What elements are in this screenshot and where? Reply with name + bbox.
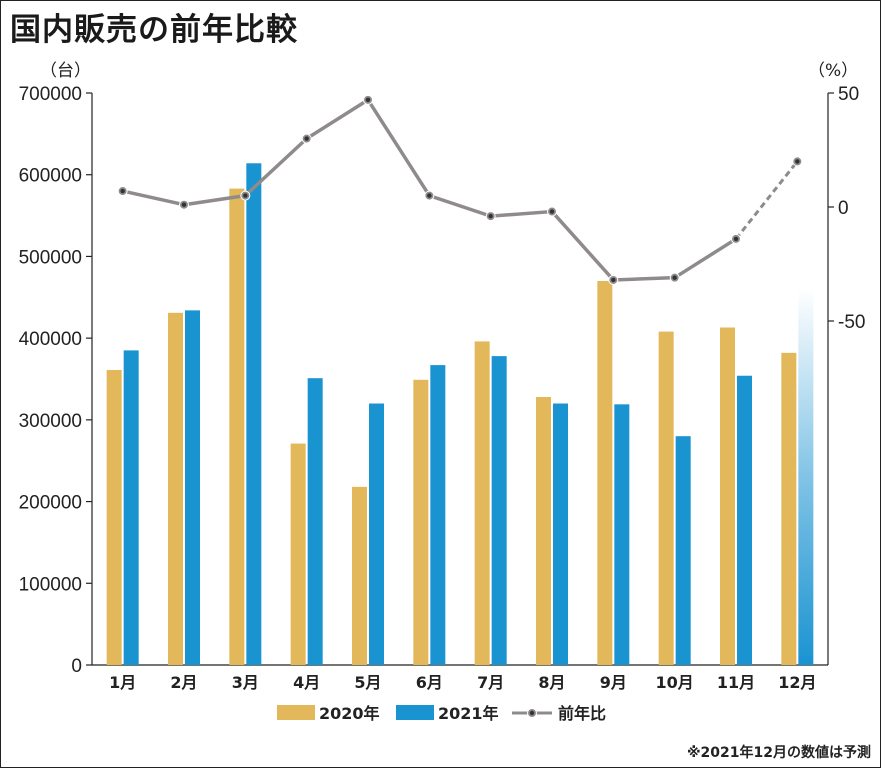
left-tick-label: 400000	[19, 329, 82, 350]
x-tick-label: 10月	[656, 673, 694, 692]
bar-2021	[430, 365, 446, 665]
bar-2021	[369, 403, 384, 665]
x-tick-label: 3月	[232, 673, 259, 692]
bar-2020	[413, 379, 429, 665]
bar-2021	[307, 378, 323, 665]
x-tick-label: 9月	[600, 673, 627, 692]
right-tick-label: 0	[838, 198, 849, 219]
x-tick-label: 7月	[477, 673, 504, 692]
x-tick-label: 4月	[293, 673, 320, 692]
bar-2021	[675, 436, 691, 665]
bar-2020	[658, 331, 674, 665]
bar-2020	[536, 396, 551, 665]
right-tick-label: -50	[838, 312, 865, 333]
ratio-line	[122, 98, 737, 282]
bar-2020	[106, 370, 122, 665]
chart-title: 国内販売の前年比較	[10, 12, 298, 48]
bar-2020	[781, 352, 797, 665]
legend-label-ratio: 前年比	[558, 704, 606, 723]
legend-swatch-2021	[396, 705, 434, 720]
ratio-point	[672, 275, 677, 280]
bar-2021	[246, 163, 262, 665]
right-tick-label: 50	[838, 84, 859, 105]
x-tick-label: 12月	[778, 673, 816, 692]
ratio-point	[488, 213, 493, 219]
left-axis-unit: （台）	[40, 61, 91, 81]
left-tick-label: 100000	[19, 574, 82, 595]
bar-2021	[737, 375, 752, 665]
ratio-point	[120, 188, 125, 194]
legend-marker-ratio-dot	[529, 710, 535, 716]
bar-2021	[123, 350, 139, 665]
x-tick-label: 1月	[109, 673, 136, 692]
left-tick-label: 500000	[19, 247, 82, 268]
bar-2021	[491, 356, 507, 665]
ratio-point	[365, 97, 371, 103]
left-tick-label: 300000	[19, 411, 82, 432]
legend-label-2020: 2020年	[319, 704, 380, 723]
bar-2021	[185, 310, 200, 665]
ratio-line-forecast	[734, 160, 799, 240]
ratio-point	[181, 202, 187, 207]
x-tick-label: 6月	[416, 673, 443, 692]
bar-2020	[290, 443, 306, 665]
ratio-point	[427, 193, 432, 198]
ratio-point	[243, 193, 248, 198]
left-tick-label: 200000	[19, 493, 82, 514]
bar-2020	[597, 280, 613, 665]
ratio-point	[549, 209, 555, 214]
bar-2020	[720, 327, 735, 665]
bar-2020	[229, 188, 245, 665]
left-tick-label: 0	[71, 656, 82, 677]
ratio-point	[733, 236, 739, 242]
x-tick-label: 2月	[170, 673, 197, 692]
bar-2020	[168, 312, 183, 665]
left-tick-label: 600000	[19, 166, 82, 187]
x-tick-label: 11月	[717, 673, 755, 692]
right-axis-unit: （%）	[808, 61, 859, 81]
ratio-point	[304, 136, 309, 141]
ratio-point	[795, 159, 800, 164]
bar-2021	[614, 404, 630, 665]
bar-2020	[352, 486, 367, 665]
legend-label-2021: 2021年	[438, 704, 499, 723]
left-tick-label: 700000	[19, 84, 82, 105]
legend-swatch-2020	[277, 705, 315, 720]
bar-2021	[553, 403, 568, 665]
bar-2021-forecast	[798, 289, 814, 665]
x-tick-label: 5月	[354, 673, 381, 692]
ratio-point	[611, 277, 616, 283]
forecast-footnote: ※2021年12月の数値は予測	[686, 745, 871, 761]
x-tick-label: 8月	[538, 673, 565, 692]
bar-2020	[474, 341, 490, 665]
